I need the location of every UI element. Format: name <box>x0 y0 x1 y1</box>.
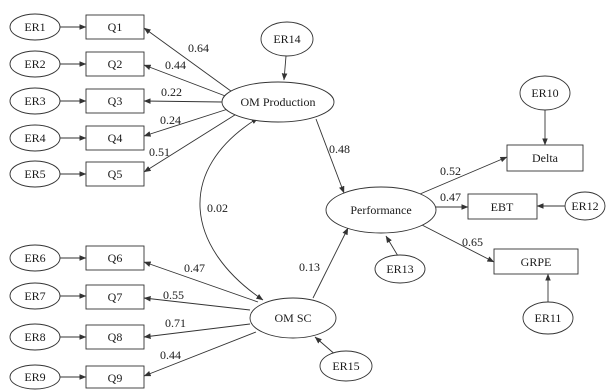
svg-text:Q1: Q1 <box>108 20 123 34</box>
svg-text:ER6: ER6 <box>24 251 45 265</box>
edge-omsc-q9 <box>143 331 257 377</box>
node-grpe: GRPE <box>493 248 579 275</box>
node-om-production: OM Production <box>221 81 335 123</box>
edge-er14-omp <box>281 55 288 81</box>
edge-er13-perf <box>385 235 399 257</box>
edge-weights: 0.64 0.44 0.22 0.24 0.51 0.48 0.02 0.13 … <box>149 41 483 362</box>
svg-text:ER13: ER13 <box>386 262 413 276</box>
node-er15: ER15 <box>319 350 373 382</box>
svg-text:Delta: Delta <box>532 151 559 165</box>
weight-omsc-q6: 0.47 <box>184 261 205 275</box>
weight-omp-q5: 0.51 <box>149 145 170 159</box>
svg-text:ER7: ER7 <box>24 289 45 303</box>
weight-omp-q4: 0.24 <box>160 113 181 127</box>
node-ebt: EBT <box>467 193 538 220</box>
node-er10: ER10 <box>519 75 571 111</box>
edge-omsc-perf <box>312 227 349 299</box>
edge-omp-q3 <box>143 98 223 104</box>
node-er9: ER9 <box>9 364 61 390</box>
node-er14: ER14 <box>260 21 314 57</box>
node-performance: Performance <box>325 186 437 234</box>
svg-text:Q8: Q8 <box>108 330 123 344</box>
edge-omp-q5 <box>143 112 239 173</box>
node-q1: Q1 <box>85 14 145 40</box>
svg-text:Q6: Q6 <box>108 251 123 265</box>
svg-text:Performance: Performance <box>350 203 411 217</box>
node-er12: ER12 <box>564 191 606 221</box>
svg-text:OM Production: OM Production <box>241 95 316 109</box>
edge-omsc-q7 <box>143 295 251 311</box>
weight-omp-omsc: 0.02 <box>207 201 228 215</box>
svg-text:ER8: ER8 <box>24 330 45 344</box>
weight-perf-ebt: 0.47 <box>440 190 461 204</box>
svg-text:ER5: ER5 <box>24 167 45 181</box>
weight-perf-delta: 0.52 <box>440 164 461 178</box>
svg-text:Q2: Q2 <box>108 57 123 71</box>
edge-perf-grpe <box>421 224 495 263</box>
weight-perf-grpe: 0.65 <box>462 235 483 249</box>
edge-omp-q4 <box>143 108 229 137</box>
svg-text:OM SC: OM SC <box>274 311 311 325</box>
node-q5: Q5 <box>85 161 145 187</box>
weight-omp-q3: 0.22 <box>161 85 182 99</box>
svg-text:ER9: ER9 <box>24 370 45 384</box>
node-er6: ER6 <box>9 244 61 272</box>
node-q6: Q6 <box>85 245 145 271</box>
svg-text:ER4: ER4 <box>24 131 45 145</box>
node-er11: ER11 <box>522 301 574 335</box>
svg-text:ER2: ER2 <box>24 57 45 71</box>
node-er4: ER4 <box>9 124 61 152</box>
node-om-sc: OM SC <box>249 297 337 339</box>
svg-text:GRPE: GRPE <box>521 255 552 269</box>
node-q4: Q4 <box>85 125 145 151</box>
weight-omsc-q8: 0.71 <box>165 316 186 330</box>
svg-text:Q7: Q7 <box>108 290 123 304</box>
svg-text:ER14: ER14 <box>273 32 300 46</box>
nodes: ER1 ER2 ER3 ER4 ER5 ER6 ER7 ER8 <box>9 13 606 390</box>
svg-text:Q9: Q9 <box>108 371 123 385</box>
node-er3: ER3 <box>9 87 61 115</box>
edge-omp-perf <box>315 118 345 194</box>
svg-text:ER3: ER3 <box>24 94 45 108</box>
edge-omsc-q8 <box>143 323 251 339</box>
weight-omp-perf: 0.48 <box>329 142 350 156</box>
node-delta: Delta <box>506 144 584 172</box>
edge-omp-omsc <box>199 117 264 301</box>
node-er13: ER13 <box>374 254 426 284</box>
node-er8: ER8 <box>9 323 61 351</box>
svg-text:ER15: ER15 <box>332 359 359 373</box>
svg-text:ER1: ER1 <box>24 20 45 34</box>
svg-text:Q5: Q5 <box>108 167 123 181</box>
weight-omp-q2: 0.44 <box>165 58 186 72</box>
svg-text:Q3: Q3 <box>108 94 123 108</box>
weight-omp-q1: 0.64 <box>188 41 209 55</box>
svg-text:Q4: Q4 <box>108 131 123 145</box>
node-q2: Q2 <box>85 51 145 77</box>
node-q7: Q7 <box>85 284 145 310</box>
node-er5: ER5 <box>9 160 61 188</box>
svg-text:ER11: ER11 <box>535 311 562 325</box>
node-q8: Q8 <box>85 324 145 350</box>
node-q9: Q9 <box>85 365 145 389</box>
weight-omsc-q9: 0.44 <box>160 348 181 362</box>
svg-text:ER10: ER10 <box>531 86 558 100</box>
edges <box>60 24 566 380</box>
node-q3: Q3 <box>85 88 145 114</box>
edge-perf-delta <box>419 156 508 195</box>
node-er7: ER7 <box>9 282 61 310</box>
edge-omp-q2 <box>143 64 229 98</box>
edge-omp-q1 <box>143 27 236 95</box>
weight-omsc-q7: 0.55 <box>163 288 184 302</box>
weight-omsc-perf: 0.13 <box>299 260 320 274</box>
node-er2: ER2 <box>9 50 61 78</box>
node-er1: ER1 <box>9 13 61 41</box>
svg-text:ER12: ER12 <box>571 199 598 213</box>
svg-text:EBT: EBT <box>491 200 514 214</box>
edge-omsc-q6 <box>143 261 259 303</box>
